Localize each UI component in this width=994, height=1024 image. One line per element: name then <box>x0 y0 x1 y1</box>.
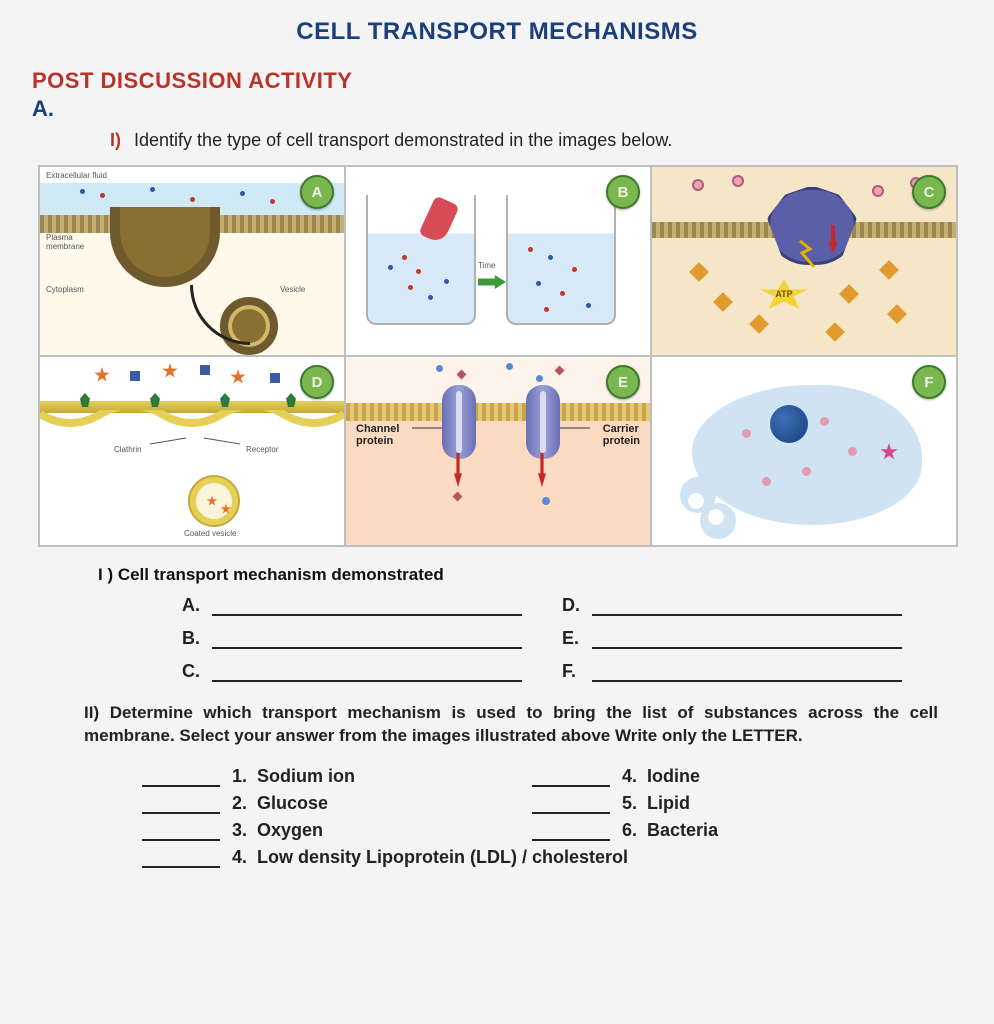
substance-list: 1. Sodium ion 4. Iodine 2. Glucose 5. Li… <box>142 766 962 868</box>
label-clathrin: Clathrin <box>114 445 142 454</box>
section-heading: POST DISCUSSION ACTIVITY <box>32 68 962 94</box>
label-coated-vesicle: Coated vesicle <box>184 529 236 538</box>
answer-a: A. <box>182 595 522 616</box>
blank-d[interactable] <box>592 598 902 616</box>
badge-b: B <box>606 175 640 209</box>
label-carrier-protein: Carrierprotein <box>603 423 640 447</box>
page-title: CELL TRANSPORT MECHANISMS <box>32 18 962 46</box>
image-grid: Extracellular fluid Plasma membrane Cyto… <box>38 165 958 547</box>
cell-e: Channelprotein Carrierprotein E <box>345 356 651 546</box>
answer-grid: A. D. B. E. C. F. <box>182 595 902 682</box>
blank-sub-3[interactable] <box>142 823 220 841</box>
answer-e: E. <box>562 628 902 649</box>
question-1: I) Identify the type of cell transport d… <box>110 130 962 151</box>
answer-f: F. <box>562 661 902 682</box>
label-cytoplasm: Cytoplasm <box>46 285 84 294</box>
blank-sub-4[interactable] <box>532 769 610 787</box>
blank-sub-2[interactable] <box>142 796 220 814</box>
badge-d: D <box>300 365 334 399</box>
answer-c: C. <box>182 661 522 682</box>
label-membrane: membrane <box>46 242 84 251</box>
cell-d: Clathrin Receptor Coated vesicle D <box>39 356 345 546</box>
label-vesicle: Vesicle <box>280 285 305 294</box>
cell-a: Extracellular fluid Plasma membrane Cyto… <box>39 166 345 356</box>
badge-e: E <box>606 365 640 399</box>
question-1-text: Identify the type of cell transport demo… <box>134 130 672 150</box>
blank-sub-7[interactable] <box>142 850 220 868</box>
channel-protein-icon <box>442 385 476 459</box>
blank-f[interactable] <box>592 664 902 682</box>
badge-f: F <box>912 365 946 399</box>
blank-e[interactable] <box>592 631 902 649</box>
question-2: II) Determine which transport mechanism … <box>84 702 938 748</box>
answer-b: B. <box>182 628 522 649</box>
section-marker: A. <box>32 96 962 122</box>
time-arrow-icon <box>478 275 506 289</box>
nucleus-icon <box>770 405 808 443</box>
badge-c: C <box>912 175 946 209</box>
answer-d: D. <box>562 595 902 616</box>
subhead-i: I ) Cell transport mechanism demonstrate… <box>98 565 962 585</box>
cell-c: ATP C <box>651 166 957 356</box>
blank-sub-5[interactable] <box>532 796 610 814</box>
label-channel-protein: Channelprotein <box>356 423 399 447</box>
label-time: Time <box>478 261 495 270</box>
label-extracellular: Extracellular fluid <box>46 171 107 180</box>
cell-b: Time B <box>345 166 651 356</box>
badge-a: A <box>300 175 334 209</box>
blank-c[interactable] <box>212 664 522 682</box>
cell-f: F <box>651 356 957 546</box>
label-receptor: Receptor <box>246 445 278 454</box>
blank-sub-6[interactable] <box>532 823 610 841</box>
carrier-protein-icon <box>526 385 560 459</box>
coated-vesicle-icon <box>190 477 238 525</box>
label-plasma: Plasma <box>46 233 73 242</box>
blank-b[interactable] <box>212 631 522 649</box>
question-1-marker: I) <box>110 130 121 150</box>
blank-sub-1[interactable] <box>142 769 220 787</box>
blank-a[interactable] <box>212 598 522 616</box>
